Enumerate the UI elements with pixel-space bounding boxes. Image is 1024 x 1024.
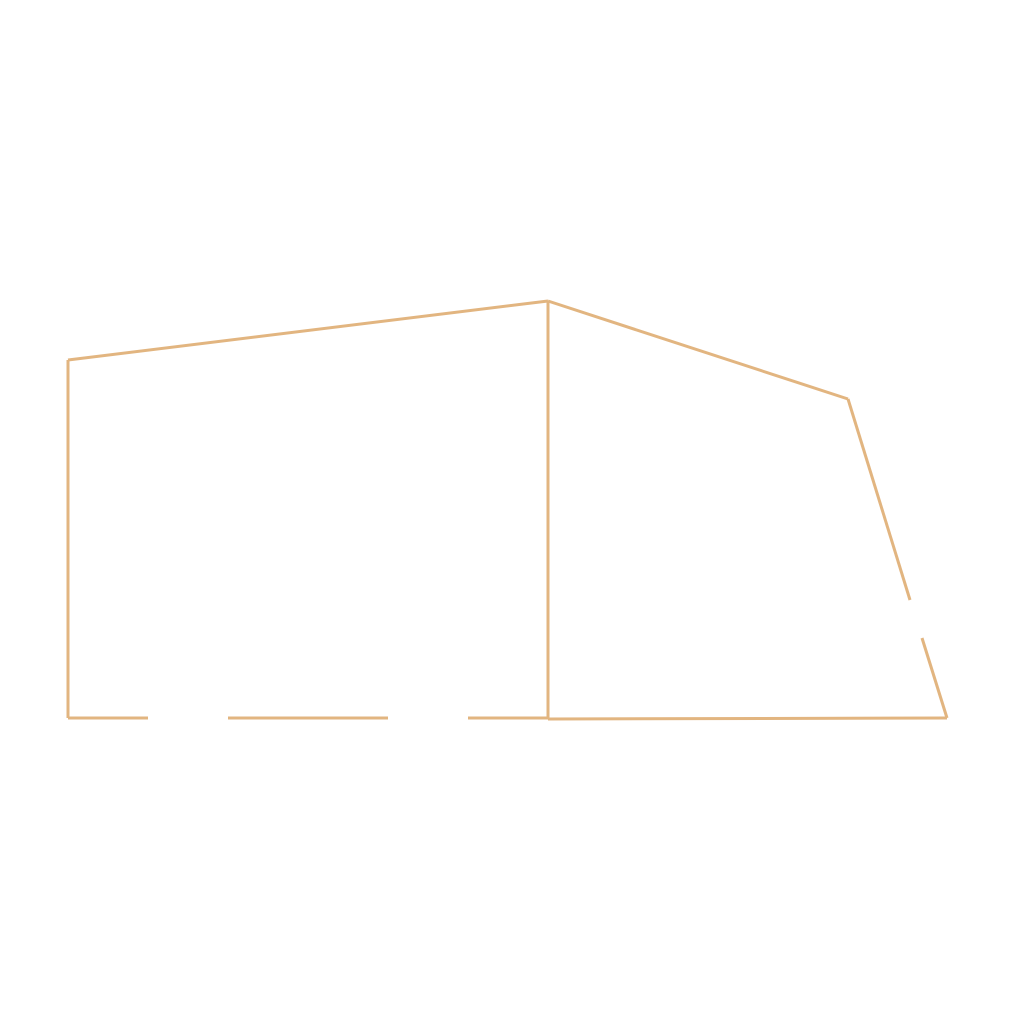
right-panel-slanted-edge-lower	[920, 637, 949, 719]
right-panel-slanted-edge-upper	[846, 398, 912, 601]
right-panel-top-edge	[547, 299, 849, 401]
left-panel-top-edge	[67, 299, 549, 362]
left-panel	[66, 299, 550, 720]
right-panel	[547, 299, 949, 721]
right-panel-bottom-edge	[547, 716, 948, 721]
